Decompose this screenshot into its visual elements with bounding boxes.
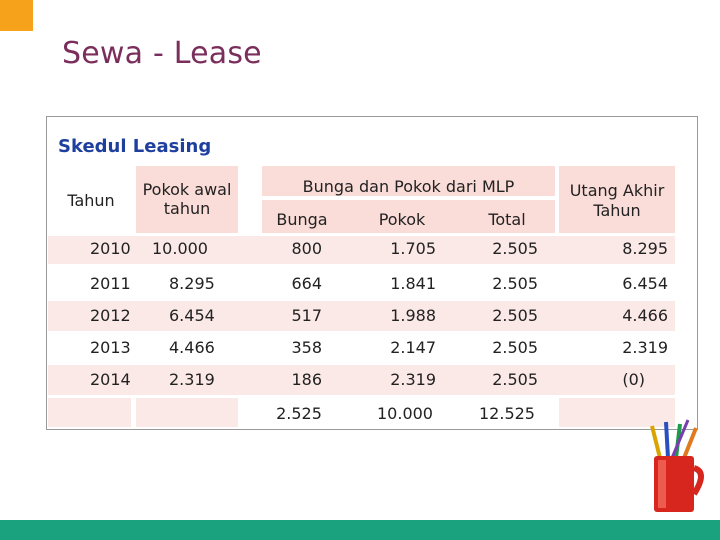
header-sub-bg bbox=[262, 200, 555, 233]
table-row bbox=[48, 398, 131, 427]
cell-utang-akhir: (0) bbox=[622, 370, 645, 389]
header-group-bg bbox=[262, 166, 555, 196]
cell-total: 2.505 bbox=[492, 239, 538, 258]
cell-bunga: 517 bbox=[291, 306, 322, 325]
table-row bbox=[48, 236, 675, 264]
header-bunga: Bunga bbox=[276, 210, 328, 229]
cell-pokok: 2.319 bbox=[390, 370, 436, 389]
cell-pokok: 1.705 bbox=[390, 239, 436, 258]
total-pokok: 10.000 bbox=[377, 404, 433, 423]
cell-pokok: 1.841 bbox=[390, 274, 436, 293]
header-group: Bunga dan Pokok dari MLP bbox=[302, 177, 515, 196]
corner-accent bbox=[0, 0, 33, 31]
cell-total: 2.505 bbox=[492, 338, 538, 357]
header-utang-bg bbox=[559, 166, 675, 233]
table-row bbox=[559, 398, 675, 427]
cell-utang-akhir: 2.319 bbox=[622, 338, 668, 357]
cell-pokok-awal: 2.319 bbox=[169, 370, 215, 389]
cell-pokok-awal: 6.454 bbox=[169, 306, 215, 325]
cell-tahun: 2012 bbox=[90, 306, 131, 325]
cell-utang-akhir: 6.454 bbox=[622, 274, 668, 293]
cell-bunga: 358 bbox=[291, 338, 322, 357]
table-row bbox=[48, 301, 675, 331]
cell-tahun: 2013 bbox=[90, 338, 131, 357]
page-title: Sewa - Lease bbox=[62, 36, 262, 71]
cell-pokok: 2.147 bbox=[390, 338, 436, 357]
total-total: 12.525 bbox=[479, 404, 535, 423]
header-pokok: Pokok bbox=[378, 210, 426, 229]
pencil-cup-icon bbox=[650, 419, 704, 512]
cell-total: 2.505 bbox=[492, 274, 538, 293]
cell-bunga: 800 bbox=[291, 239, 322, 258]
cell-pokok-awal: 10.000 bbox=[152, 239, 208, 258]
header-tahun: Tahun bbox=[67, 191, 115, 210]
cell-utang-akhir: 8.295 bbox=[622, 239, 668, 258]
bottom-bar bbox=[0, 520, 720, 540]
table-row bbox=[136, 398, 238, 427]
table-row bbox=[48, 365, 675, 395]
cell-tahun: 2011 bbox=[90, 274, 131, 293]
cell-pokok-awal: 8.295 bbox=[169, 274, 215, 293]
cell-tahun: 2010 bbox=[90, 239, 131, 258]
cell-total: 2.505 bbox=[492, 370, 538, 389]
cell-utang-akhir: 4.466 bbox=[622, 306, 668, 325]
table-subtitle: Skedul Leasing bbox=[58, 136, 212, 157]
header-total: Total bbox=[488, 210, 526, 229]
header-pokok-awal-bg bbox=[136, 166, 238, 233]
cell-pokok-awal: 4.466 bbox=[169, 338, 215, 357]
cell-tahun: 2014 bbox=[90, 370, 131, 389]
cell-bunga: 186 bbox=[291, 370, 322, 389]
total-bunga: 2.525 bbox=[276, 404, 322, 423]
header-utang-akhir: Utang Akhir Tahun bbox=[569, 181, 665, 220]
header-pokok-awal: Pokok awal tahun bbox=[142, 180, 232, 218]
cell-total: 2.505 bbox=[492, 306, 538, 325]
cell-pokok: 1.988 bbox=[390, 306, 436, 325]
cell-bunga: 664 bbox=[291, 274, 322, 293]
